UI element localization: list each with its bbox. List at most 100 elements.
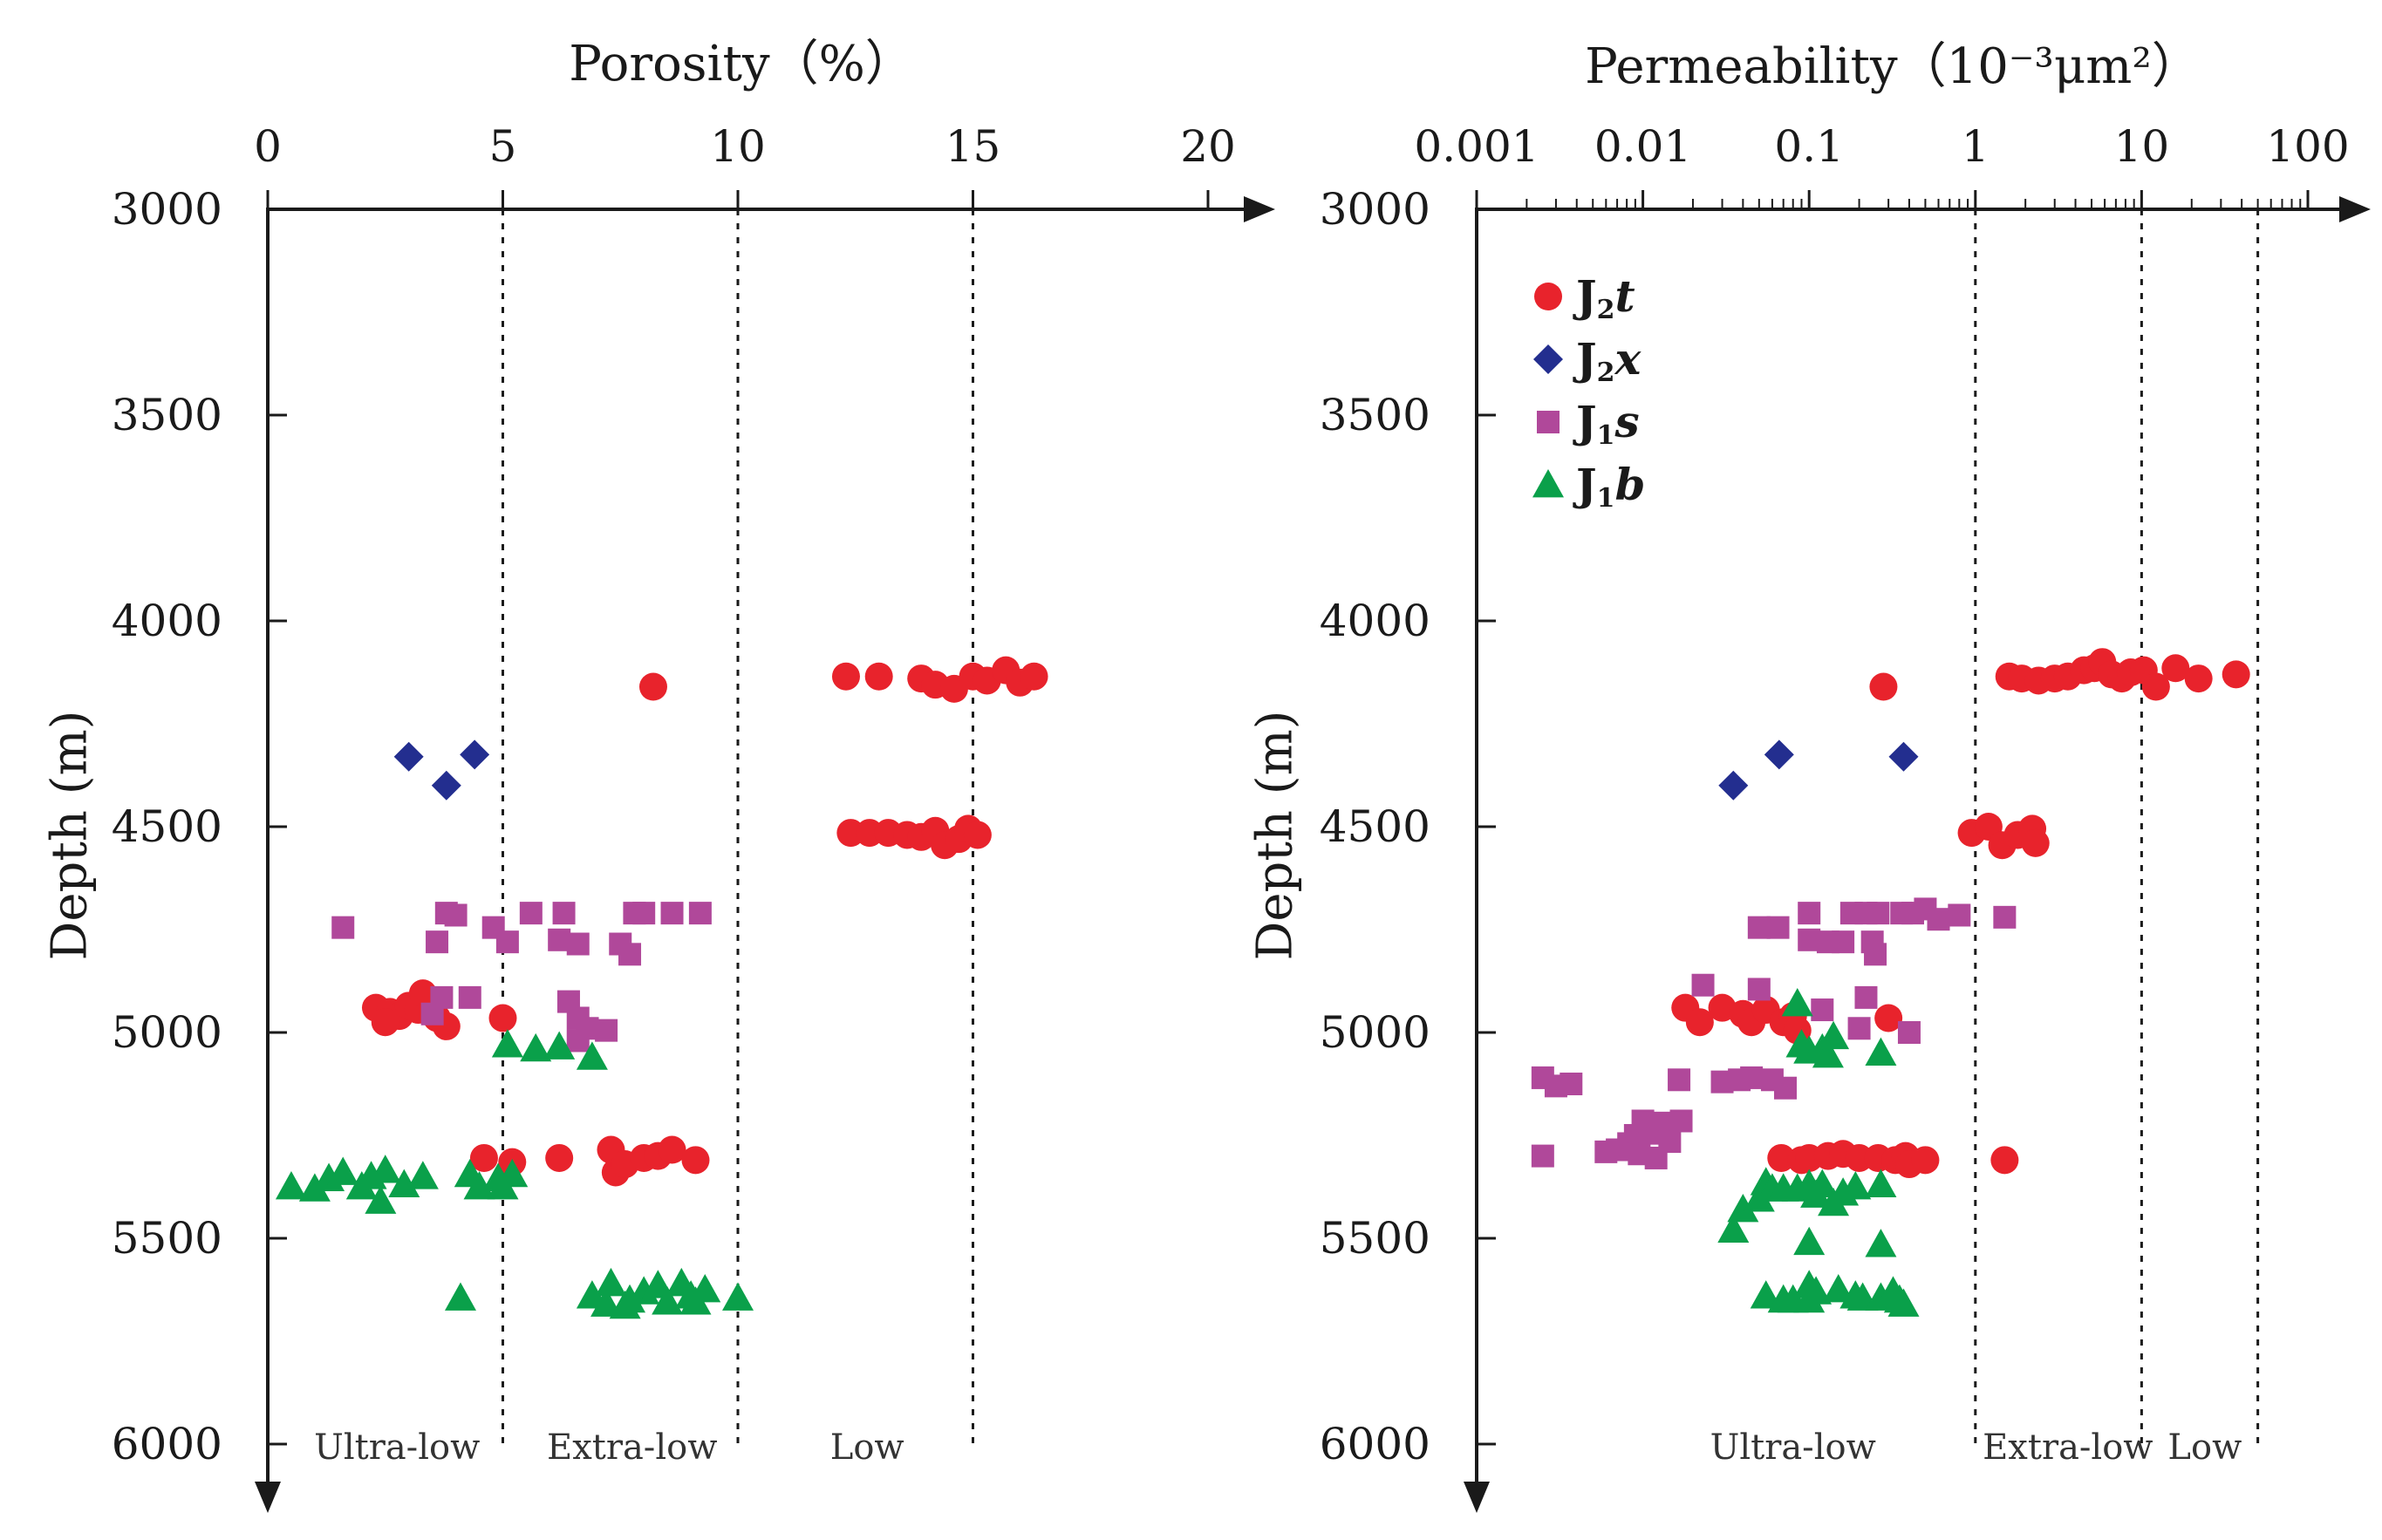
permeability-point-J1s — [1798, 928, 1821, 951]
porosity-point-J1b — [388, 1169, 420, 1198]
permeability-x-tick-label: 1 — [1962, 121, 1990, 172]
permeability-y-tick-label: 5000 — [1320, 1007, 1430, 1058]
porosity-point-J1s — [495, 930, 519, 954]
permeability-point-J1b — [1750, 1280, 1782, 1309]
porosity-x-tick-label: 10 — [710, 121, 766, 172]
permeability-point-J1s — [1669, 1109, 1693, 1133]
permeability-point-J1s — [1747, 978, 1771, 1001]
permeability-zone-label: Extra-low — [1983, 1428, 2153, 1468]
permeability-point-J1s — [1691, 973, 1715, 997]
porosity-point-J2x — [460, 739, 490, 770]
porosity-point-J1b — [652, 1286, 684, 1315]
permeability-point-J1b — [1839, 1171, 1872, 1200]
porosity-point-J1s — [660, 902, 684, 925]
permeability-point-J2t — [1990, 1146, 2019, 1175]
porosity-point-J1b — [369, 1155, 401, 1183]
porosity-point-J1s — [552, 902, 576, 925]
porosity-x-tick-label: 0 — [254, 121, 282, 172]
permeability-series-J2x — [1718, 739, 1919, 801]
permeability-point-J1s — [1774, 1076, 1798, 1100]
permeability-point-J1b — [1818, 1020, 1850, 1050]
permeability-point-J1s — [1993, 905, 2017, 929]
permeability-point-J2t — [2021, 828, 2050, 857]
permeability-point-J1s — [1864, 943, 1887, 966]
porosity-point-J1b — [406, 1161, 439, 1189]
porosity-point-J1b — [595, 1267, 627, 1297]
porosity-point-J2x — [431, 770, 461, 801]
permeability-point-J2x — [1888, 741, 1919, 772]
porosity-x-tick-label: 20 — [1180, 121, 1236, 172]
permeability-y-tick-label: 3500 — [1320, 390, 1430, 440]
porosity-point-J2t — [469, 1143, 498, 1172]
legend-label-J2t: J2t — [1573, 270, 1635, 325]
permeability-point-J2t — [1869, 672, 1898, 701]
permeability-point-J2t — [2184, 664, 2213, 693]
permeability-x-axis-arrow-icon — [2339, 196, 2371, 222]
permeability-point-J1s — [1798, 902, 1821, 925]
permeability-point-J2t — [1911, 1146, 1940, 1175]
porosity-axis-title: Porosity（%） — [569, 36, 914, 92]
permeability-series-J1b — [1717, 987, 1920, 1317]
porosity-point-J1s — [420, 1002, 444, 1026]
porosity-y-tick-label: 5500 — [112, 1213, 222, 1264]
legend: J2t J2x J1s J1b — [1532, 270, 1646, 514]
permeability-point-J1b — [1865, 1037, 1897, 1066]
porosity-point-J1s — [566, 932, 590, 956]
porosity-point-J1b — [722, 1282, 754, 1311]
permeability-point-J1b — [1781, 987, 1813, 1017]
permeability-point-J1s — [1531, 1144, 1554, 1168]
porosity-point-J1b — [365, 1185, 397, 1214]
porosity-point-J1b — [444, 1282, 476, 1311]
porosity-zone-label: Ultra-low — [314, 1428, 480, 1468]
permeability-x-tick-label: 0.1 — [1774, 121, 1844, 172]
porosity-panel: Porosity（%） Depth (m) 0 5 10 15 20 3000 3500 4000… — [42, 36, 1275, 1513]
porosity-y-tick-label: 4500 — [112, 801, 222, 852]
porosity-y-tick-label: 3500 — [112, 390, 222, 440]
permeability-point-J2t — [2161, 654, 2190, 683]
porosity-point-J2t — [371, 1008, 399, 1037]
porosity-y-tick-label: 3000 — [112, 184, 222, 235]
permeability-point-J2x — [1764, 739, 1794, 770]
permeability-point-J1s — [1668, 1068, 1691, 1092]
porosity-x-tick-label: 5 — [489, 121, 517, 172]
porosity-point-J1b — [496, 1158, 529, 1188]
porosity-point-J2t — [545, 1143, 574, 1172]
permeability-panel: Permeability（10⁻³μm²） Depth (m) 0.001 0.01 0… — [1247, 38, 2371, 1513]
permeability-point-J1s — [1948, 903, 1971, 927]
porosity-series-J2x — [393, 739, 490, 801]
legend-marker-J2t — [1534, 283, 1562, 310]
permeability-axis-title: Permeability（10⁻³μm²） — [1585, 38, 2201, 95]
porosity-point-J1b — [520, 1032, 552, 1062]
porosity-point-J1s — [519, 902, 543, 925]
permeability-point-J1b — [1727, 1193, 1759, 1223]
permeability-y-tick-label: 4000 — [1320, 596, 1430, 646]
permeability-series-J2t — [1671, 648, 2250, 1179]
porosity-point-J2t — [681, 1146, 710, 1175]
permeability-point-J2t — [2222, 660, 2250, 689]
permeability-y-tick-label: 3000 — [1320, 184, 1430, 235]
porosity-point-J1s — [618, 943, 642, 966]
permeability-point-J1s — [1740, 1066, 1764, 1089]
porosity-point-J2t — [1020, 662, 1048, 691]
permeability-point-J1s — [1766, 916, 1790, 939]
permeability-point-J1b — [1887, 1288, 1920, 1317]
permeability-y-tick-label: 5500 — [1320, 1213, 1430, 1264]
permeability-y-tick-label: 6000 — [1320, 1419, 1430, 1469]
legend-label-J1s: J1s — [1573, 396, 1640, 451]
permeability-point-J1s — [1854, 985, 1878, 1009]
permeability-point-J1b — [1800, 1276, 1833, 1305]
permeability-y-tick-label: 4500 — [1320, 801, 1430, 852]
permeability-zone-label: Ultra-low — [1710, 1428, 1876, 1468]
porosity-point-J2t — [638, 672, 667, 701]
permeability-point-J1b — [1812, 1039, 1844, 1068]
legend-label-J1b: J1b — [1573, 459, 1646, 514]
porosity-y-tick-label: 4000 — [112, 596, 222, 646]
porosity-x-tick-label: 15 — [945, 121, 1001, 172]
permeability-point-J1s — [1832, 930, 1855, 954]
porosity-point-J2t — [864, 662, 893, 691]
permeability-point-J1s — [1927, 908, 1950, 931]
permeability-x-tick-label: 0.01 — [1594, 121, 1691, 172]
permeability-y-axis-label: Depth (m) — [1247, 710, 1304, 960]
permeability-x-tick-label: 0.001 — [1414, 121, 1539, 172]
